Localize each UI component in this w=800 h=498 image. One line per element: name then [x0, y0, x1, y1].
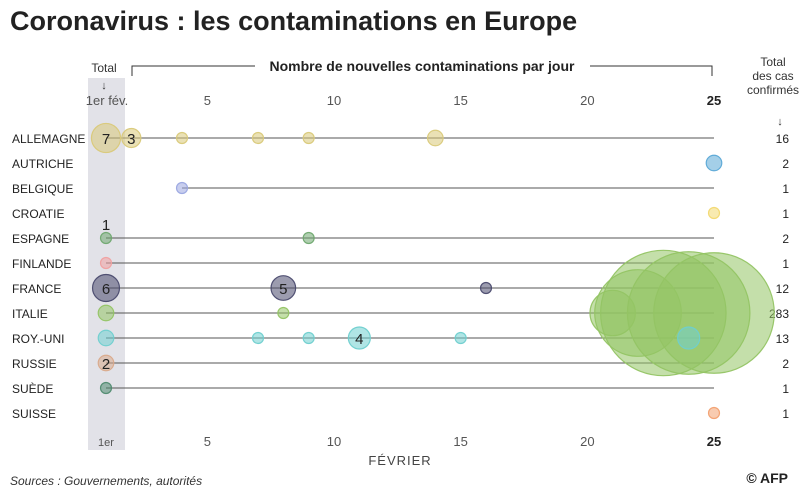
data-bubble — [677, 326, 701, 350]
country-total: 13 — [776, 332, 790, 346]
country-label: FRANCE — [12, 282, 61, 296]
bubble-value-label: 3 — [127, 131, 135, 148]
bubble-value-label: 7 — [102, 131, 110, 148]
country-total: 16 — [776, 132, 790, 146]
top-tick-label: 1er fév. — [86, 93, 128, 108]
data-bubble — [175, 181, 189, 195]
country-total: 1 — [782, 382, 789, 396]
data-bubble — [251, 331, 265, 345]
data-bubble — [302, 131, 315, 145]
data-bubble — [302, 231, 315, 245]
data-bubble — [705, 154, 723, 172]
data-bubble — [426, 129, 444, 147]
country-total: 1 — [782, 257, 789, 271]
country-total: 12 — [776, 282, 790, 296]
bottom-tick-label: 5 — [204, 434, 211, 449]
top-tick-label: 25 — [707, 93, 721, 108]
country-label: ALLEMAGNE — [12, 132, 85, 146]
data-bubble — [277, 306, 290, 320]
total-confirmed-label: des cas — [752, 69, 793, 83]
top-tick-label: 20 — [580, 93, 594, 108]
axis-layer: Total ↓ Nombre de nouvelles contaminations… — [86, 55, 799, 468]
bottom-tick-label: 10 — [327, 434, 341, 449]
data-bubble — [270, 275, 297, 301]
country-label: CROATIE — [12, 207, 64, 221]
bubble-value-label: 6 — [102, 281, 110, 298]
country-label: SUISSE — [12, 407, 56, 421]
data-bubble — [99, 231, 113, 245]
data-bubble — [99, 256, 113, 270]
country-label: AUTRICHE — [12, 157, 73, 171]
country-label: SUÈDE — [12, 381, 53, 396]
total-confirmed-label: Total — [760, 55, 785, 69]
x-axis-label: FÉVRIER — [368, 453, 431, 468]
country-label: ITALIE — [12, 307, 48, 321]
data-bubble — [347, 326, 371, 350]
subtitle-backdrop — [255, 58, 590, 74]
country-total: 2 — [782, 357, 789, 371]
data-bubble — [97, 304, 115, 322]
bubble-value-label: 2 — [102, 356, 110, 373]
bottom-tick-label: 1er — [98, 437, 114, 449]
bubble-value-label: 5 — [279, 281, 287, 298]
data-bubble — [90, 122, 122, 154]
bubble-value-label: 1 — [102, 217, 110, 234]
data-bubble — [91, 273, 121, 303]
data-bubble — [97, 329, 115, 347]
data-bubble — [479, 281, 493, 295]
data-bubble — [707, 206, 721, 220]
chart-title: Coronavirus : les contaminations en Euro… — [10, 6, 578, 36]
country-label: ROY.-UNI — [12, 332, 64, 346]
country-label: RUSSIE — [12, 357, 57, 371]
total-confirmed-arrow: ↓ — [777, 116, 783, 128]
bottom-tick-label: 25 — [707, 434, 721, 449]
sources-note: Sources : Gouvernements, autorités — [10, 474, 203, 488]
country-total: 1 — [782, 207, 789, 221]
country-label: ESPAGNE — [12, 232, 69, 246]
top-tick-label: 5 — [204, 93, 211, 108]
top-tick-label: 10 — [327, 93, 341, 108]
total-column-label: Total — [91, 61, 116, 75]
country-label: BELGIQUE — [12, 182, 73, 196]
bubbles-layer: 7 3 1 6 5 4 2 — [90, 122, 775, 420]
afp-credit: © AFP — [746, 470, 788, 486]
total-confirmed-label: confirmés — [747, 83, 799, 97]
data-bubble — [707, 406, 721, 420]
bubble-value-label: 4 — [355, 331, 363, 348]
chart-subtitle: Nombre de nouvelles contaminations par j… — [270, 58, 575, 74]
total-column-arrow: ↓ — [101, 80, 107, 92]
data-bubble — [121, 127, 142, 149]
data-bubble — [302, 331, 315, 345]
country-total: 1 — [782, 407, 789, 421]
country-total: 2 — [782, 157, 789, 171]
bottom-tick-label: 15 — [453, 434, 467, 449]
top-tick-label: 15 — [453, 93, 467, 108]
country-label: FINLANDE — [12, 257, 71, 271]
data-bubble — [653, 252, 775, 374]
data-bubble — [251, 131, 265, 145]
data-bubble — [454, 331, 467, 345]
data-bubble — [97, 354, 115, 372]
data-bubble — [99, 381, 113, 395]
bottom-tick-label: 20 — [580, 434, 594, 449]
country-total: 2 — [782, 232, 789, 246]
country-total: 1 — [782, 182, 789, 196]
data-bubble — [175, 131, 189, 145]
